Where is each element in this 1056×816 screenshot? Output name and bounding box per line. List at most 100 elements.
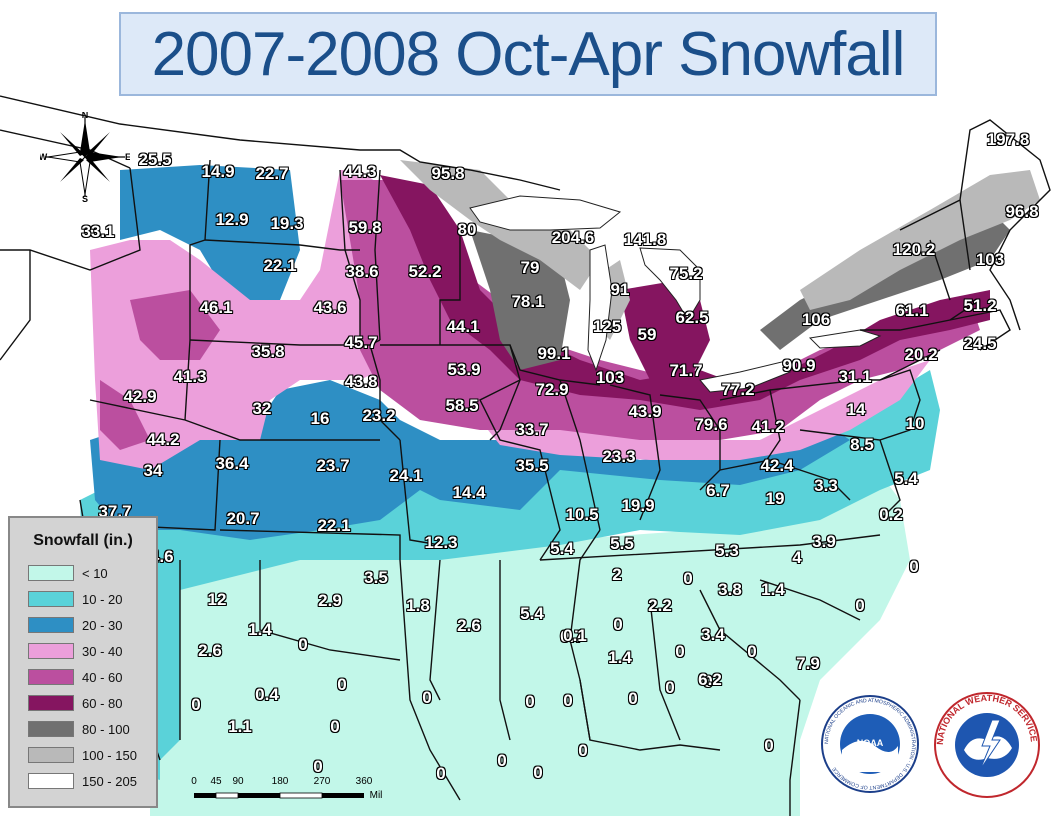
snowfall-value-label: 14.9 [201, 162, 235, 181]
lake-erie [699, 359, 791, 393]
snowfall-value-label: 96.8 [1005, 202, 1039, 221]
legend-swatch [28, 721, 74, 737]
scale-tick-270: 270 [313, 776, 331, 787]
legend-item: 40 - 60 [28, 668, 122, 686]
page-title: 2007-2008 Oct-Apr Snowfall [151, 19, 906, 89]
snowfall-value-label: 99.1 [537, 344, 571, 363]
snowfall-value-label: 106 [801, 310, 831, 329]
snowfall-value-label: 19.3 [270, 214, 304, 233]
legend-label: 40 - 60 [82, 669, 123, 685]
snowfall-value-label: 20.2 [904, 345, 938, 364]
legend-item: 30 - 40 [28, 642, 122, 660]
snowfall-value-label: 5.4 [550, 539, 574, 558]
snowfall-value-label: 44.1 [446, 317, 480, 336]
snowfall-value-label: 23.3 [602, 447, 636, 466]
snowfall-value-label: 51.2 [963, 296, 997, 315]
snowfall-value-label: 2.6 [457, 616, 481, 635]
snowfall-value-label: 3.9 [812, 532, 836, 551]
compass-s: S [82, 194, 88, 202]
nws-logo: NATIONAL WEATHER SERVICE [934, 692, 1040, 798]
snowfall-value-label: 80 [457, 220, 477, 239]
scale-tick-0: 0 [191, 776, 197, 787]
snowfall-value-label: 0.4 [255, 685, 279, 704]
noaa-logo: NOAA NATIONAL OCEANIC AND ATMOSPHERIC AD… [821, 695, 919, 793]
legend-item: < 10 [28, 564, 108, 582]
snowfall-value-label: 0 [337, 675, 347, 694]
legend-item: 80 - 100 [28, 720, 130, 738]
snowfall-value-label: 0 [525, 692, 535, 711]
scale-tick-180: 180 [271, 776, 289, 787]
snowfall-value-label: 22.1 [317, 516, 351, 535]
snowfall-value-label: 0 [613, 615, 623, 634]
snowfall-value-label: 78.1 [511, 292, 545, 311]
snowfall-value-label: 8.5 [850, 435, 874, 454]
lake-michigan [587, 244, 613, 372]
legend-swatch [28, 643, 74, 659]
snowfall-value-label: 19 [765, 489, 785, 508]
band-40-60-mid [340, 180, 980, 440]
compass-n: N [82, 112, 89, 120]
compass-e: E [125, 152, 130, 162]
state-borders [0, 95, 1051, 816]
snowfall-value-label: 14 [846, 400, 866, 419]
band-20-30 [90, 380, 850, 540]
snowfall-value-label: 46.1 [199, 298, 233, 317]
snowfall-value-label: 41.2 [751, 417, 785, 436]
snowfall-value-label: 32 [252, 399, 272, 418]
snowfall-value-label: 0 [764, 736, 774, 755]
snowfall-value-label: 20.7 [226, 509, 260, 528]
snowfall-value-label: 90.9 [782, 356, 816, 375]
legend-swatch [28, 695, 74, 711]
snowfall-value-label: 5.4 [894, 469, 918, 488]
band-30-40-east [480, 360, 930, 460]
lake-superior [469, 195, 622, 231]
snowfall-value-label: 120.2 [892, 240, 936, 259]
snowfall-value-label: 0 [497, 751, 507, 770]
compass-rose: N S E W [40, 112, 130, 202]
snowfall-value-label: 3.5 [364, 568, 388, 587]
legend-swatch [28, 773, 74, 789]
snowfall-value-label: 0 [675, 642, 685, 661]
legend: Snowfall (in.) < 10 10 - 20 20 - 30 30 - 40… [8, 516, 158, 808]
band-80-100 [470, 230, 570, 370]
snowfall-value-label: 103 [595, 368, 625, 387]
snowfall-value-label: 3.8 [718, 580, 742, 599]
snowfall-value-label: 33.1 [81, 222, 115, 241]
legend-item: 150 - 205 [28, 772, 137, 790]
legend-swatch [28, 591, 74, 607]
snowfall-value-label: 197.8 [986, 130, 1030, 149]
snowfall-value-label: 36.4 [215, 454, 249, 473]
snowfall-value-label: 5.4 [520, 604, 544, 623]
legend-item: 20 - 30 [28, 616, 122, 634]
snowfall-value-label: 91 [610, 280, 630, 299]
snowfall-value-label: 10 [905, 414, 925, 433]
snowfall-value-label: 10.5 [565, 505, 599, 524]
snowfall-value-label: 103 [975, 250, 1005, 269]
band-40-60-west [100, 380, 150, 450]
snowfall-value-label: 45.7 [344, 333, 378, 352]
snowfall-value-label: 52.2 [408, 262, 442, 281]
lake-ontario [808, 329, 882, 349]
snowfall-value-label: 0 [628, 689, 638, 708]
snowfall-value-label: 25.5 [138, 150, 172, 169]
legend-swatch [28, 617, 74, 633]
snowfall-value-label: 0 [665, 678, 675, 697]
legend-item: 60 - 80 [28, 694, 122, 712]
band-30-40 [90, 170, 420, 470]
lake-huron [639, 247, 701, 321]
snowfall-value-label: 0 [855, 596, 865, 615]
snowfall-value-label: 77.2 [721, 380, 755, 399]
snowfall-value-label: 0 [683, 569, 693, 588]
title-box: 2007-2008 Oct-Apr Snowfall [119, 12, 937, 96]
snowfall-value-label: 33.7 [515, 420, 549, 439]
snowfall-value-label: 12 [207, 590, 227, 609]
snowfall-value-label: 0 [909, 557, 919, 576]
snowfall-value-label: 42.4 [760, 456, 794, 475]
snowfall-value-label: 38.6 [345, 262, 379, 281]
snowfall-value-label: 23.7 [316, 456, 350, 475]
legend-label: 30 - 40 [82, 643, 123, 659]
scale-tick-45: 45 [210, 776, 222, 787]
legend-label: 20 - 30 [82, 617, 123, 633]
